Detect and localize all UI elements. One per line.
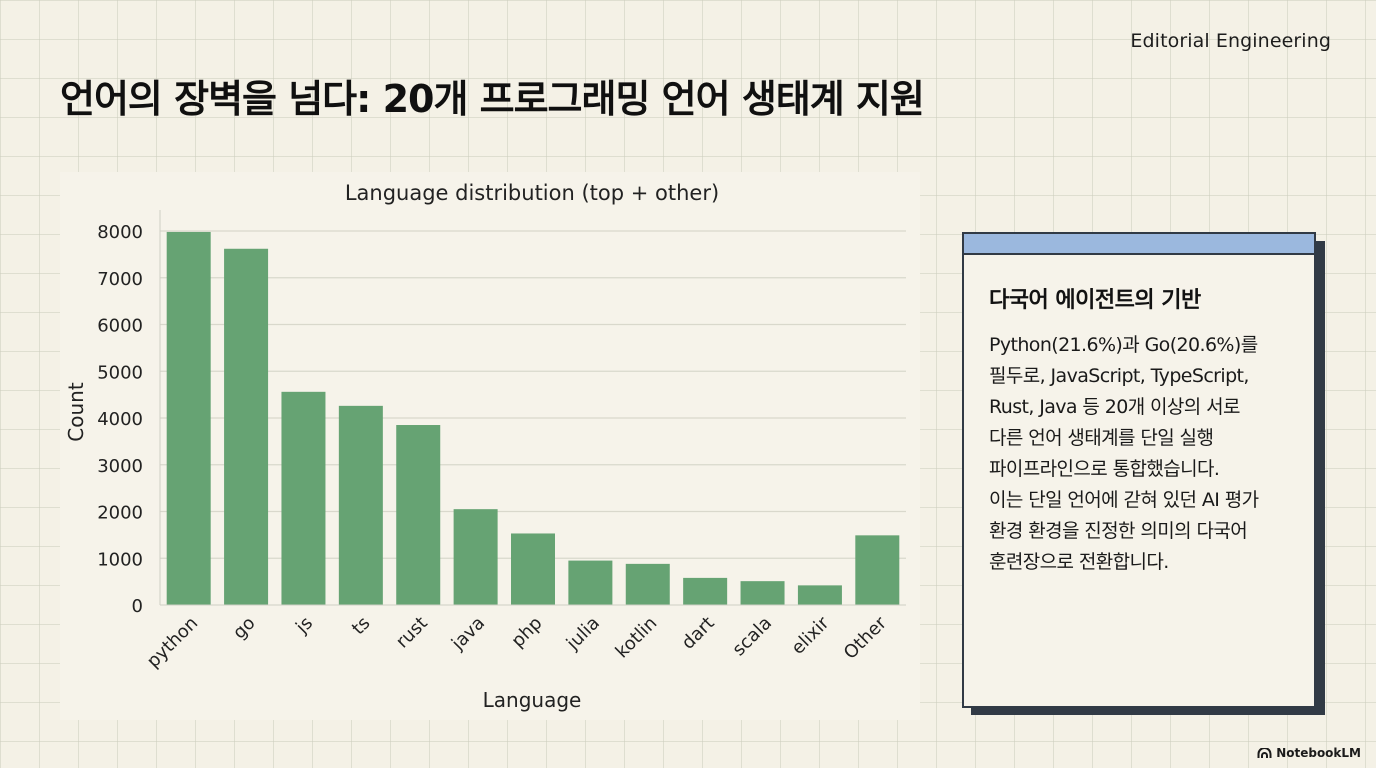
chart-title: Language distribution (top + other) <box>345 181 719 205</box>
y-tick-label: 5000 <box>97 362 143 383</box>
x-axis-label: Language <box>483 688 582 712</box>
y-axis-label: Count <box>64 382 88 442</box>
bar-dart <box>683 577 728 605</box>
notebooklm-logo-icon <box>1257 747 1272 759</box>
chart-gridlines <box>160 230 906 559</box>
bar-js <box>281 391 326 605</box>
bar-java <box>453 509 498 605</box>
y-tick-label: 6000 <box>97 316 143 337</box>
bar-go <box>224 248 269 605</box>
bar-ts <box>338 405 383 605</box>
bar-php <box>511 533 555 605</box>
y-tick-label: 8000 <box>97 222 143 243</box>
x-tick-label-elixir: elixir <box>787 612 833 658</box>
info-card: 다국어 에이전트의 기반 Python(21.6%)과 Go(20.6%)를 필… <box>962 232 1316 708</box>
x-tick-label-ts: ts <box>348 613 374 639</box>
x-tick-labels: python go js ts rust java php julia kotlin dart sc… <box>143 612 891 672</box>
y-tick-label: 7000 <box>97 269 143 290</box>
y-tick-label: 0 <box>132 596 143 617</box>
x-tick-label-julia: julia <box>562 613 604 655</box>
x-tick-label-go: go <box>229 613 260 644</box>
x-tick-label-dart: dart <box>678 613 719 654</box>
card-body: Python(21.6%)과 Go(20.6%)를 필두로, JavaScrip… <box>989 334 1259 573</box>
brand-label: Editorial Engineering <box>1130 30 1331 52</box>
page-title: 언어의 장벽을 넘다: 20개 프로그래밍 언어 생태계 지원 <box>60 77 925 121</box>
x-tick-label-other: Other <box>840 612 891 663</box>
y-tick-label: 3000 <box>97 456 143 477</box>
x-tick-label-rust: rust <box>392 613 432 653</box>
y-tick-label: 4000 <box>97 409 143 430</box>
bar-elixir <box>797 585 842 605</box>
card-accent-band <box>964 234 1314 255</box>
y-tick-label: 1000 <box>97 549 143 570</box>
bar-python <box>166 231 211 605</box>
x-tick-label-php: php <box>507 613 546 652</box>
card-title: 다국어 에이전트의 기반 <box>989 288 1201 313</box>
bar-scala <box>740 581 785 605</box>
bar-other <box>855 535 900 605</box>
bar-rust <box>396 425 441 605</box>
y-tick-labels: 0 1000 2000 3000 4000 5000 6000 7000 8000 <box>97 222 143 617</box>
footer-brand: NotebookLM <box>1257 746 1361 760</box>
bar-julia <box>568 560 613 605</box>
y-tick-label: 2000 <box>97 503 143 524</box>
bar-chart: Language distribution (top + other) 0 100… <box>60 172 920 720</box>
x-tick-label-python: python <box>143 613 202 672</box>
x-tick-label-scala: scala <box>728 613 776 661</box>
chart-bars <box>166 231 900 605</box>
footer-brand-label: NotebookLM <box>1276 746 1361 760</box>
bar-kotlin <box>625 563 670 605</box>
bar-chart-svg: Language distribution (top + other) 0 100… <box>64 181 906 712</box>
x-tick-label-java: java <box>447 613 489 655</box>
x-tick-label-kotlin: kotlin <box>612 613 662 663</box>
x-tick-label-js: js <box>291 613 317 639</box>
